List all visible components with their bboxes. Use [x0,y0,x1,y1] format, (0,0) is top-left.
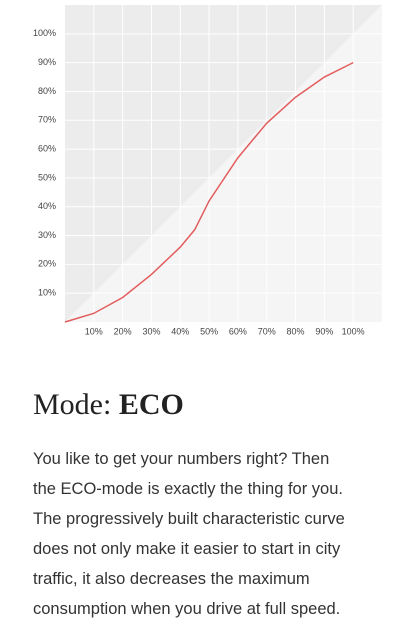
y-tick-label: 90% [38,57,56,67]
y-tick-label: 10% [38,288,56,298]
x-tick-label: 50% [200,326,218,336]
paragraph-line: the ECO-mode is exactly the thing for yo… [33,480,343,498]
paragraph-line: You like to get your numbers right? Then [33,450,330,468]
x-tick-label: 70% [258,326,276,336]
x-tick-label: 60% [229,326,247,336]
plot-bg-shade [65,5,382,322]
paragraph-line: consumption when you drive at full speed… [33,600,341,618]
y-tick-label: 100% [33,28,56,38]
heading: Mode: ECO [33,388,184,422]
x-tick-label: 90% [315,326,333,336]
paragraph-line: does not only make it easier to start in… [33,540,341,558]
x-tick-label: 10% [85,326,103,336]
y-tick-label: 70% [38,115,56,125]
y-tick-label: 50% [38,172,56,182]
chart: 10% 20% 30% 40% 50% 60% 70% 80% 90% 100% 10% 20% 30%… [33,5,382,336]
x-tick-label: 100% [342,326,365,336]
paragraph-line: The progressively built characteristic c… [33,510,345,528]
y-tick-label: 40% [38,201,56,211]
x-tick-label: 80% [287,326,305,336]
heading-prefix: Mode: [33,388,112,421]
y-tick-label: 30% [38,230,56,240]
heading-mode: ECO [118,388,184,421]
y-tick-label: 60% [38,143,56,153]
paragraph-line: traffic, it also decreases the maximum [33,570,310,588]
line [64,61,354,323]
x-tick-label: 30% [142,326,160,336]
x-tick-label: 20% [114,326,132,336]
x-tick-label: 40% [171,326,189,336]
paragraph: You like to get your numbers right? Then… [33,444,345,624]
y-tick-label: 20% [38,259,56,269]
y-tick-label: 80% [38,86,56,96]
